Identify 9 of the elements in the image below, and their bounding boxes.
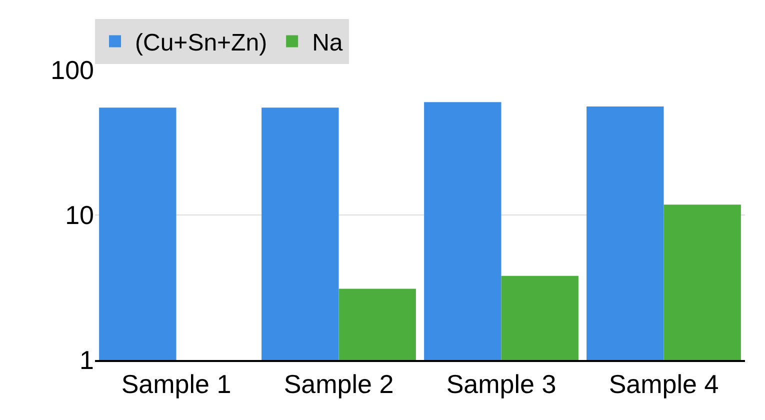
legend-label: (Cu+Sn+Zn) xyxy=(135,30,268,57)
legend-label: Na xyxy=(312,30,344,57)
x-tick-label: Sample 4 xyxy=(608,369,719,400)
x-tick-label: Sample 3 xyxy=(446,369,556,400)
y-tick-label: 100 xyxy=(50,55,94,86)
y-tick-label: 1 xyxy=(80,345,94,376)
x-tick-label: Sample 2 xyxy=(284,369,394,400)
x-tick-label: Sample 1 xyxy=(121,369,232,400)
y-tick-label: 10 xyxy=(65,200,94,230)
